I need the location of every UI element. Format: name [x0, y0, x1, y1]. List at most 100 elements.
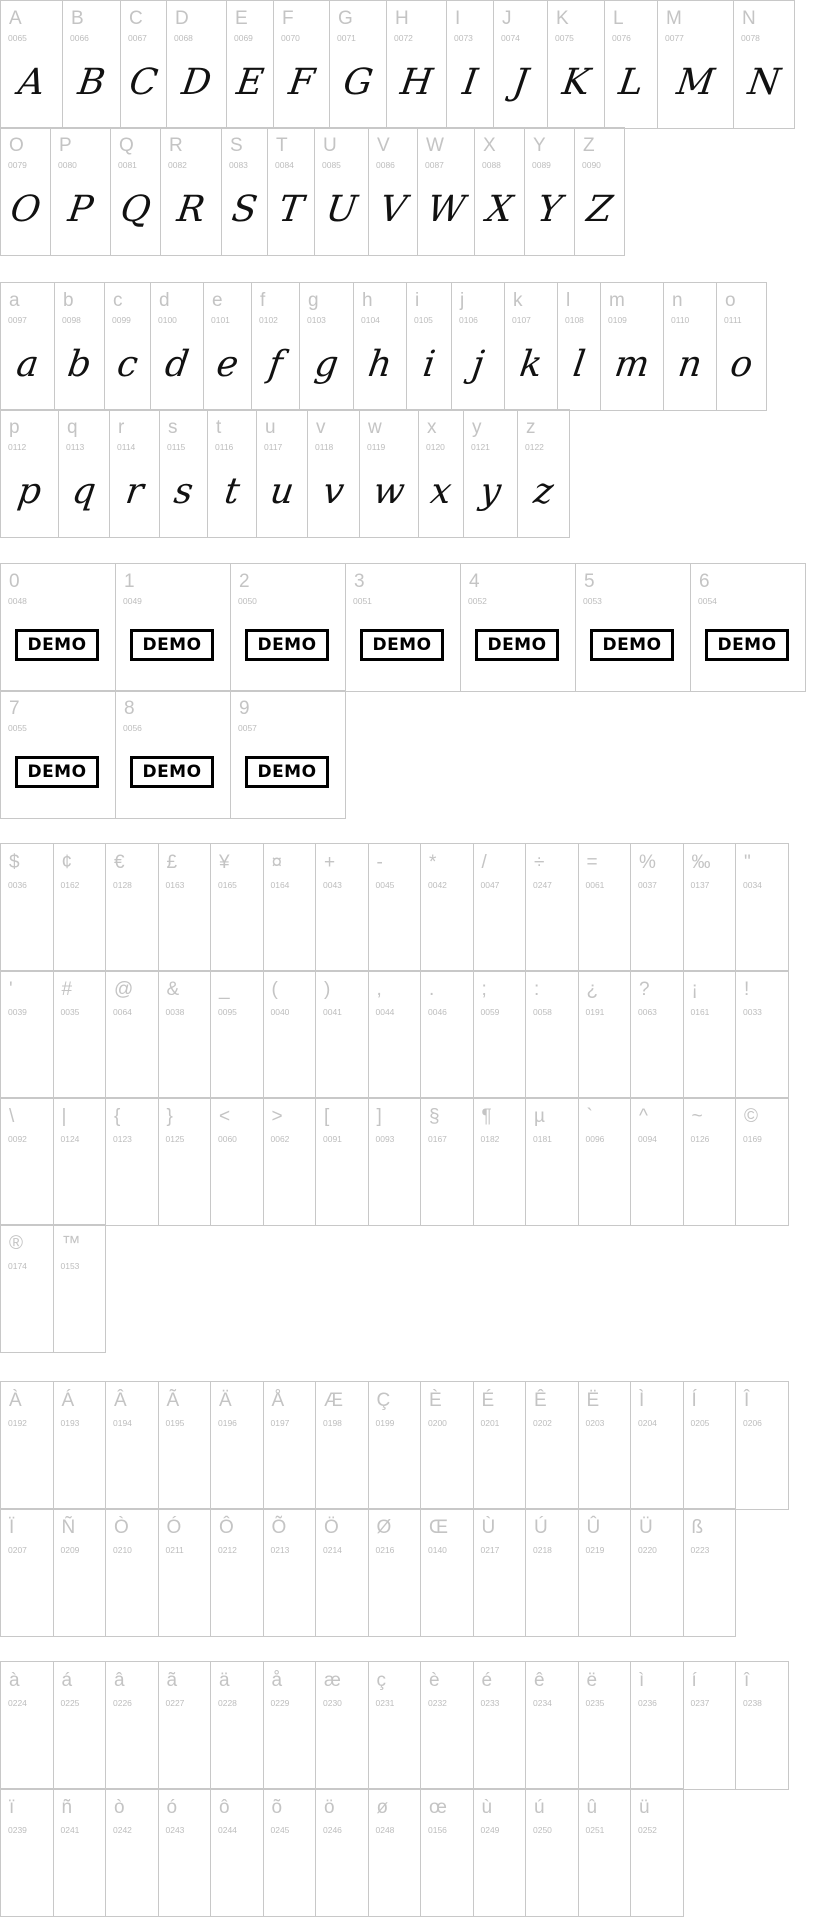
- glyph-character: ~: [691, 1106, 703, 1127]
- glyph-code: 0246: [323, 1825, 342, 1835]
- glyph-code: 0161: [690, 1007, 710, 1017]
- glyph-cell: U 0085 U: [314, 127, 369, 256]
- glyph-code: 0167: [428, 1134, 447, 1144]
- demo-badge: DEMO: [15, 629, 99, 661]
- glyph-code: 0052: [468, 596, 487, 606]
- glyph-character: `: [586, 1106, 593, 1127]
- glyph-cell: Ã 0195: [157, 1381, 211, 1510]
- glyph-sample: z: [531, 471, 556, 512]
- glyph-cell: Â 0194: [105, 1381, 159, 1510]
- glyph-code: 0076: [612, 33, 631, 43]
- glyph-character: à: [9, 1670, 20, 1691]
- glyph-code: 0237: [690, 1698, 710, 1708]
- glyph-code: 0197: [270, 1418, 290, 1428]
- glyph-cell: a 0097 a: [0, 282, 55, 411]
- glyph-code: 0087: [425, 160, 444, 170]
- glyph-cell: B 0066 B: [62, 0, 121, 129]
- glyph-cell: | 0124: [52, 1097, 106, 1226]
- glyph-code: 0048: [8, 596, 27, 606]
- glyph-character: á: [61, 1670, 73, 1691]
- glyph-character: t: [216, 417, 222, 438]
- glyph-cell: ¤ 0164: [262, 843, 316, 972]
- glyph-sample: o: [727, 344, 756, 385]
- glyph-code: 0217: [480, 1545, 500, 1555]
- glyph-cell: / 0047: [472, 843, 526, 972]
- glyph-character: Ù: [481, 1517, 496, 1538]
- glyph-cell: I 0073 I: [446, 0, 494, 129]
- glyph-character: y: [472, 417, 482, 438]
- glyph-sample: m: [612, 344, 653, 385]
- glyph-cell: £0163: [157, 843, 211, 972]
- demo-badge: DEMO: [15, 756, 99, 788]
- glyph-character: Æ: [324, 1390, 343, 1411]
- glyph-cell: e 0101 e: [203, 282, 252, 411]
- glyph-cell: 4 0052 DEMO: [460, 563, 576, 692]
- glyph-character: Ó: [166, 1517, 182, 1538]
- glyph-code: 0244: [218, 1825, 237, 1835]
- glyph-code: 0088: [482, 160, 501, 170]
- glyph-cell: Ü 0220: [630, 1508, 684, 1637]
- glyph-cell: (0040: [262, 970, 316, 1099]
- glyph-code: 0037: [638, 880, 657, 890]
- glyph-character: ®: [9, 1233, 23, 1254]
- accented-lowercase-section: à 0224 á 0225 â 0226 ã 0227 ä 0228 å 0229 æ 0230 ç 0231…: [0, 1661, 789, 1917]
- glyph-character: æ: [324, 1670, 341, 1691]
- glyph-sample: y: [477, 471, 504, 512]
- glyph-cell: ã 0227: [157, 1661, 211, 1790]
- glyph-code: 0123: [113, 1134, 132, 1144]
- glyph-cell: à 0224: [0, 1661, 54, 1790]
- glyph-character: ‰: [691, 852, 711, 873]
- demo-badge: DEMO: [130, 629, 214, 661]
- lowercase-section: a 0097 a b 0098 b c 0099 c d 0100 d e 0101 e f 0102 f g 010…: [0, 282, 767, 538]
- demo-badge: DEMO: [245, 629, 329, 661]
- glyph-cell: €0128: [105, 843, 159, 972]
- glyph-character: a: [9, 290, 20, 311]
- glyph-code: 0038: [165, 1007, 185, 1017]
- glyph-character: ¡: [691, 979, 698, 1000]
- glyph-character: ö: [324, 1797, 335, 1818]
- glyph-cell: m 0109 m: [600, 282, 664, 411]
- glyph-character: É: [481, 1390, 495, 1411]
- glyph-character: j: [460, 290, 465, 311]
- glyph-code: 0065: [8, 33, 27, 43]
- glyph-code: 0103: [307, 315, 326, 325]
- glyph-cell: ú 0250: [525, 1788, 579, 1917]
- glyph-character: J: [502, 8, 512, 29]
- glyph-character: í: [691, 1670, 697, 1691]
- glyph-cell: Õ 0213: [262, 1508, 316, 1637]
- glyph-character: d: [159, 290, 170, 311]
- glyph-sample: d: [162, 344, 192, 385]
- glyph-code: 0213: [270, 1545, 290, 1555]
- glyph-code: 0073: [454, 33, 473, 43]
- glyph-cell: ' 0039: [0, 970, 54, 1099]
- glyph-sample: H: [397, 62, 436, 103]
- glyph-character: %: [639, 852, 656, 873]
- glyph-character: 7: [9, 698, 20, 719]
- glyph-character: /: [481, 852, 487, 873]
- glyph-code: 0156: [428, 1825, 447, 1835]
- glyph-cell: C 0067 C: [120, 0, 167, 129]
- glyph-cell: Á 0193: [52, 1381, 106, 1510]
- glyph-cell: ¶ 0182: [472, 1097, 526, 1226]
- glyph-code: 0068: [174, 33, 193, 43]
- glyph-character: ¿: [586, 979, 599, 1000]
- glyph-code: 0104: [361, 315, 380, 325]
- glyph-character: n: [672, 290, 683, 311]
- glyph-cell: F 0070 F: [273, 0, 330, 129]
- glyph-character: Ø: [376, 1517, 392, 1538]
- glyph-code: 0193: [60, 1418, 80, 1428]
- glyph-sample: F: [286, 62, 317, 103]
- glyph-character: Û: [586, 1517, 601, 1538]
- glyph-character: ò: [114, 1797, 125, 1818]
- glyph-character: <: [219, 1106, 231, 1127]
- glyph-character: 8: [124, 698, 135, 719]
- glyph-character: W: [426, 135, 444, 156]
- glyph-code: 0239: [8, 1825, 27, 1835]
- glyph-sample: J: [510, 62, 531, 103]
- glyph-code: 0046: [428, 1007, 447, 1017]
- glyph-code: 0077: [665, 33, 684, 43]
- glyph-code: 0124: [60, 1134, 80, 1144]
- glyph-cell: 6 0054 DEMO: [690, 563, 806, 692]
- glyph-code: 0105: [414, 315, 433, 325]
- glyph-code: 0100: [158, 315, 177, 325]
